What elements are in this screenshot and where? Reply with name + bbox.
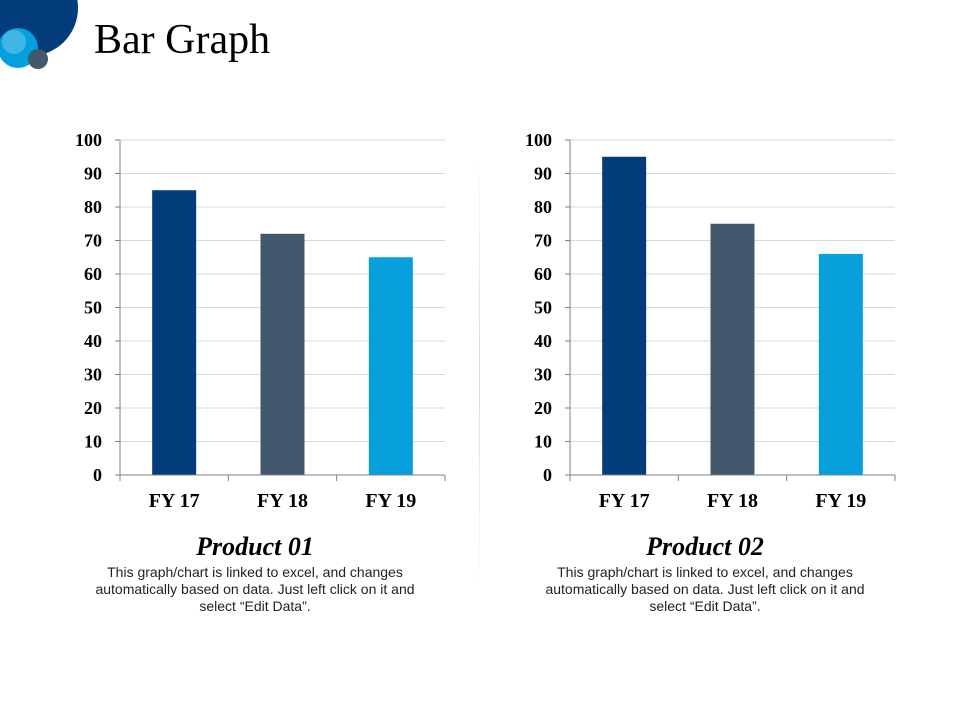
y-tick-label: 50 — [534, 298, 552, 318]
y-tick-label: 40 — [534, 331, 552, 351]
y-tick-label: 100 — [525, 130, 552, 150]
x-category-label: FY 19 — [815, 490, 866, 512]
bar-chart-product-01: 0 10 20 30 40 50 60 70 80 90 100 FY 17 FY 18 FY 19 — [75, 130, 446, 512]
y-tick-label: 0 — [93, 465, 102, 485]
x-category-label: FY 17 — [599, 490, 650, 512]
product-name: Product 02 — [646, 532, 764, 561]
caption-product-01: Product 01 This graph/chart is linked to… — [90, 530, 420, 615]
y-tick-label: 90 — [84, 164, 102, 184]
x-category-label: FY 19 — [365, 490, 416, 512]
y-tick-label: 70 — [84, 231, 102, 251]
y-tick-label: 50 — [84, 298, 102, 318]
bar — [710, 223, 755, 475]
y-tick-label: 70 — [534, 231, 552, 251]
product-name: Product 01 — [196, 532, 314, 561]
y-tick-label: 20 — [84, 398, 102, 418]
chart-divider — [479, 150, 480, 590]
y-tick-label: 20 — [534, 398, 552, 418]
x-category-label: FY 17 — [149, 490, 200, 512]
bar — [818, 253, 863, 475]
y-tick-label: 10 — [84, 432, 102, 452]
slide-title: Bar Graph — [94, 17, 271, 63]
bar — [152, 190, 197, 475]
y-tick-label: 80 — [534, 197, 552, 217]
product-description: This graph/chart is linked to excel, and… — [545, 564, 865, 614]
x-category-label: FY 18 — [707, 490, 758, 512]
y-tick-label: 90 — [534, 164, 552, 184]
y-tick-label: 0 — [543, 465, 552, 485]
caption-product-02: Product 02 This graph/chart is linked to… — [540, 530, 870, 615]
bar-chart-product-02: 0 10 20 30 40 50 60 70 80 90 100 FY 17 FY 18 FY 19 — [525, 130, 896, 512]
product-description: This graph/chart is linked to excel, and… — [95, 564, 415, 614]
x-category-label: FY 18 — [257, 490, 308, 512]
y-tick-label: 40 — [84, 331, 102, 351]
y-tick-label: 60 — [84, 264, 102, 284]
bar — [260, 233, 305, 475]
y-tick-label: 30 — [84, 365, 102, 385]
bar — [602, 156, 647, 475]
bar — [368, 257, 413, 475]
y-tick-label: 100 — [75, 130, 102, 150]
y-tick-label: 60 — [534, 264, 552, 284]
decorative-circles-icon — [0, 0, 78, 69]
y-tick-label: 10 — [534, 432, 552, 452]
y-tick-label: 80 — [84, 197, 102, 217]
y-tick-label: 30 — [534, 365, 552, 385]
